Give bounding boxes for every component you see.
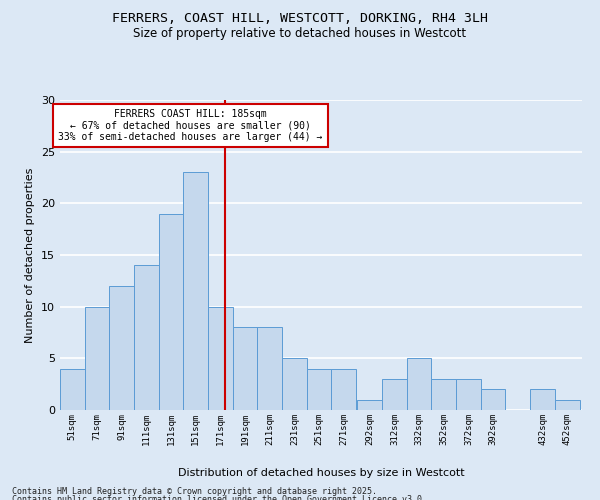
Bar: [109, 286, 134, 410]
Bar: [257, 328, 282, 410]
Bar: [307, 368, 331, 410]
Bar: [184, 172, 208, 410]
Bar: [530, 390, 555, 410]
Bar: [208, 306, 233, 410]
Bar: [431, 379, 456, 410]
Bar: [233, 328, 257, 410]
Text: FERRERS, COAST HILL, WESTCOTT, DORKING, RH4 3LH: FERRERS, COAST HILL, WESTCOTT, DORKING, …: [112, 12, 488, 26]
Bar: [407, 358, 431, 410]
Text: FERRERS COAST HILL: 185sqm
← 67% of detached houses are smaller (90)
33% of semi: FERRERS COAST HILL: 185sqm ← 67% of deta…: [58, 110, 323, 142]
Text: Size of property relative to detached houses in Westcott: Size of property relative to detached ho…: [133, 28, 467, 40]
Bar: [331, 368, 356, 410]
Bar: [159, 214, 184, 410]
Bar: [382, 379, 407, 410]
Bar: [555, 400, 580, 410]
Text: Distribution of detached houses by size in Westcott: Distribution of detached houses by size …: [178, 468, 464, 477]
Y-axis label: Number of detached properties: Number of detached properties: [25, 168, 35, 342]
Bar: [134, 266, 159, 410]
Bar: [60, 368, 85, 410]
Text: Contains public sector information licensed under the Open Government Licence v3: Contains public sector information licen…: [12, 495, 427, 500]
Bar: [481, 390, 505, 410]
Bar: [358, 400, 382, 410]
Bar: [282, 358, 307, 410]
Bar: [85, 306, 109, 410]
Text: Contains HM Land Registry data © Crown copyright and database right 2025.: Contains HM Land Registry data © Crown c…: [12, 488, 377, 496]
Bar: [456, 379, 481, 410]
